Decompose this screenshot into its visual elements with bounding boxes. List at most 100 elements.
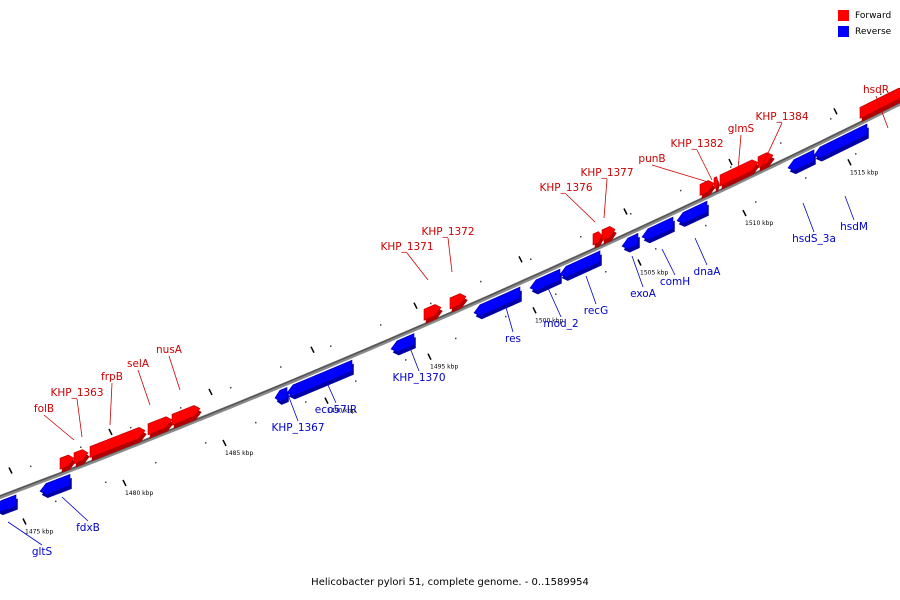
major-tick-upper xyxy=(413,302,418,310)
gene-selA xyxy=(147,416,173,436)
legend-swatch-forward xyxy=(838,10,849,21)
legend-label-reverse: Reverse xyxy=(855,26,892,37)
minor-tick-upper xyxy=(530,258,532,260)
gene-label-fdxB: fdxB xyxy=(76,522,100,534)
minor-tick-upper xyxy=(480,280,482,283)
minor-tick-lower xyxy=(755,201,757,203)
gene-label-KHP_1382: KHP_1382 xyxy=(670,138,723,150)
gene-label-KHP_1367: KHP_1367 xyxy=(271,422,324,434)
gene-leader-fdxB xyxy=(61,496,89,522)
gene-label-frpB: frpB xyxy=(101,371,123,383)
major-tick-lower xyxy=(22,518,27,525)
gene-leader-frpB xyxy=(109,382,113,426)
minor-tick-lower xyxy=(205,442,207,444)
gene-hsdR xyxy=(859,87,900,119)
major-tick-lower xyxy=(742,209,747,217)
legend-swatch-reverse xyxy=(838,26,849,37)
genome-caption: Helicobacter pylori 51, complete genome.… xyxy=(311,577,589,588)
gene-label-glmS: glmS xyxy=(728,123,755,135)
tick-label: 1490 kbp xyxy=(327,408,355,415)
legend: Forward Reverse xyxy=(838,9,891,41)
minor-tick-upper xyxy=(430,302,432,305)
gene-leader-hsdS_3a xyxy=(802,202,815,233)
gene-hsdM xyxy=(813,123,868,159)
major-tick-lower xyxy=(324,397,329,405)
gene-label-KHP_1370: KHP_1370 xyxy=(392,372,445,384)
gene-folB xyxy=(59,454,75,470)
gene-frpB xyxy=(89,427,146,459)
gene-leader-nusA xyxy=(168,355,181,391)
minor-tick-upper xyxy=(80,446,82,448)
gene-label-hsdS_3a: hsdS_3a xyxy=(792,233,836,245)
gene-label-nusA: nusA xyxy=(156,344,183,356)
minor-tick-lower xyxy=(505,315,507,318)
gene-label-comH: comH xyxy=(660,276,690,288)
gene-label-dnaA: dnaA xyxy=(694,266,722,278)
major-tick-lower xyxy=(532,306,537,314)
gene-label-eco57IR: eco57IR xyxy=(315,404,357,416)
gene-exoA xyxy=(621,232,639,250)
gene-leader-dnaA xyxy=(694,237,708,266)
gene-res xyxy=(473,286,521,317)
gene-leader-hsdM xyxy=(844,195,855,221)
minor-tick-lower xyxy=(705,224,707,227)
minor-tick-lower xyxy=(605,271,607,273)
gene-label-KHP_1376: KHP_1376 xyxy=(539,182,592,194)
major-tick-upper xyxy=(8,467,13,474)
minor-tick-upper xyxy=(330,345,332,347)
tick-label: 1505 kbp xyxy=(640,270,668,277)
minor-tick-upper xyxy=(630,213,632,215)
gene-comH xyxy=(641,216,674,241)
gene-label-res: res xyxy=(505,333,521,345)
gene-label-KHP_1372: KHP_1372 xyxy=(421,226,474,238)
tick-label: 1515 kbp xyxy=(850,169,878,176)
minor-tick-upper xyxy=(730,166,732,168)
gene-leader-comH xyxy=(661,248,676,276)
gene-leader-KHP_1384 xyxy=(761,122,783,167)
gene-leader-KHP_1370 xyxy=(406,339,420,372)
gene-leader-selA xyxy=(137,369,151,406)
major-tick-lower xyxy=(637,259,642,266)
gene-leader-KHP_1382 xyxy=(696,149,713,181)
gene-KHP_1363 xyxy=(73,449,89,465)
gene-label-recG: recG xyxy=(584,305,608,317)
minor-tick-upper xyxy=(30,465,32,468)
gene-KHP_1376 xyxy=(592,231,603,246)
major-tick-lower xyxy=(427,353,432,361)
major-tick-upper xyxy=(728,158,733,166)
minor-tick-upper xyxy=(880,93,882,95)
minor-tick-lower xyxy=(855,153,857,155)
minor-tick-lower xyxy=(255,421,257,424)
tick-label: 1500 kbp xyxy=(535,317,563,324)
backbone-line xyxy=(0,101,900,497)
tick-label: 1480 kbp xyxy=(125,490,153,497)
minor-tick-upper xyxy=(380,324,382,326)
gene-dnaA xyxy=(676,200,708,224)
gene-leader-glmS xyxy=(737,134,742,171)
major-tick-upper xyxy=(310,346,315,354)
gene-KHP_1382 xyxy=(713,176,719,190)
gene-label-folB: folB xyxy=(34,403,54,415)
gene-punB xyxy=(699,180,715,196)
minor-tick-lower xyxy=(405,359,407,361)
legend-label-forward: Forward xyxy=(855,10,892,21)
gene-leader-folB xyxy=(43,414,75,441)
gene-label-hsdR: hsdR xyxy=(863,84,889,96)
tick-label: 1475 kbp xyxy=(25,529,53,536)
minor-tick-lower xyxy=(355,380,357,382)
gene-nusA xyxy=(171,405,201,426)
gene-label-KHP_1384: KHP_1384 xyxy=(755,111,808,123)
gene-label-mod_2: mod_2 xyxy=(543,318,578,330)
legend-item-reverse: Reverse xyxy=(838,25,891,38)
major-tick-upper xyxy=(833,107,838,115)
gene-leader-eco57IR xyxy=(323,375,337,404)
tick-label: 1485 kbp xyxy=(225,450,253,457)
gene-leader-KHP_1372 xyxy=(447,237,453,273)
gene-KHP_1384 xyxy=(757,152,774,169)
minor-tick-lower xyxy=(155,461,157,464)
gene-glmS xyxy=(719,159,759,187)
gene-KHP_1371 xyxy=(423,304,442,321)
gene-KHP_1370 xyxy=(390,333,415,353)
